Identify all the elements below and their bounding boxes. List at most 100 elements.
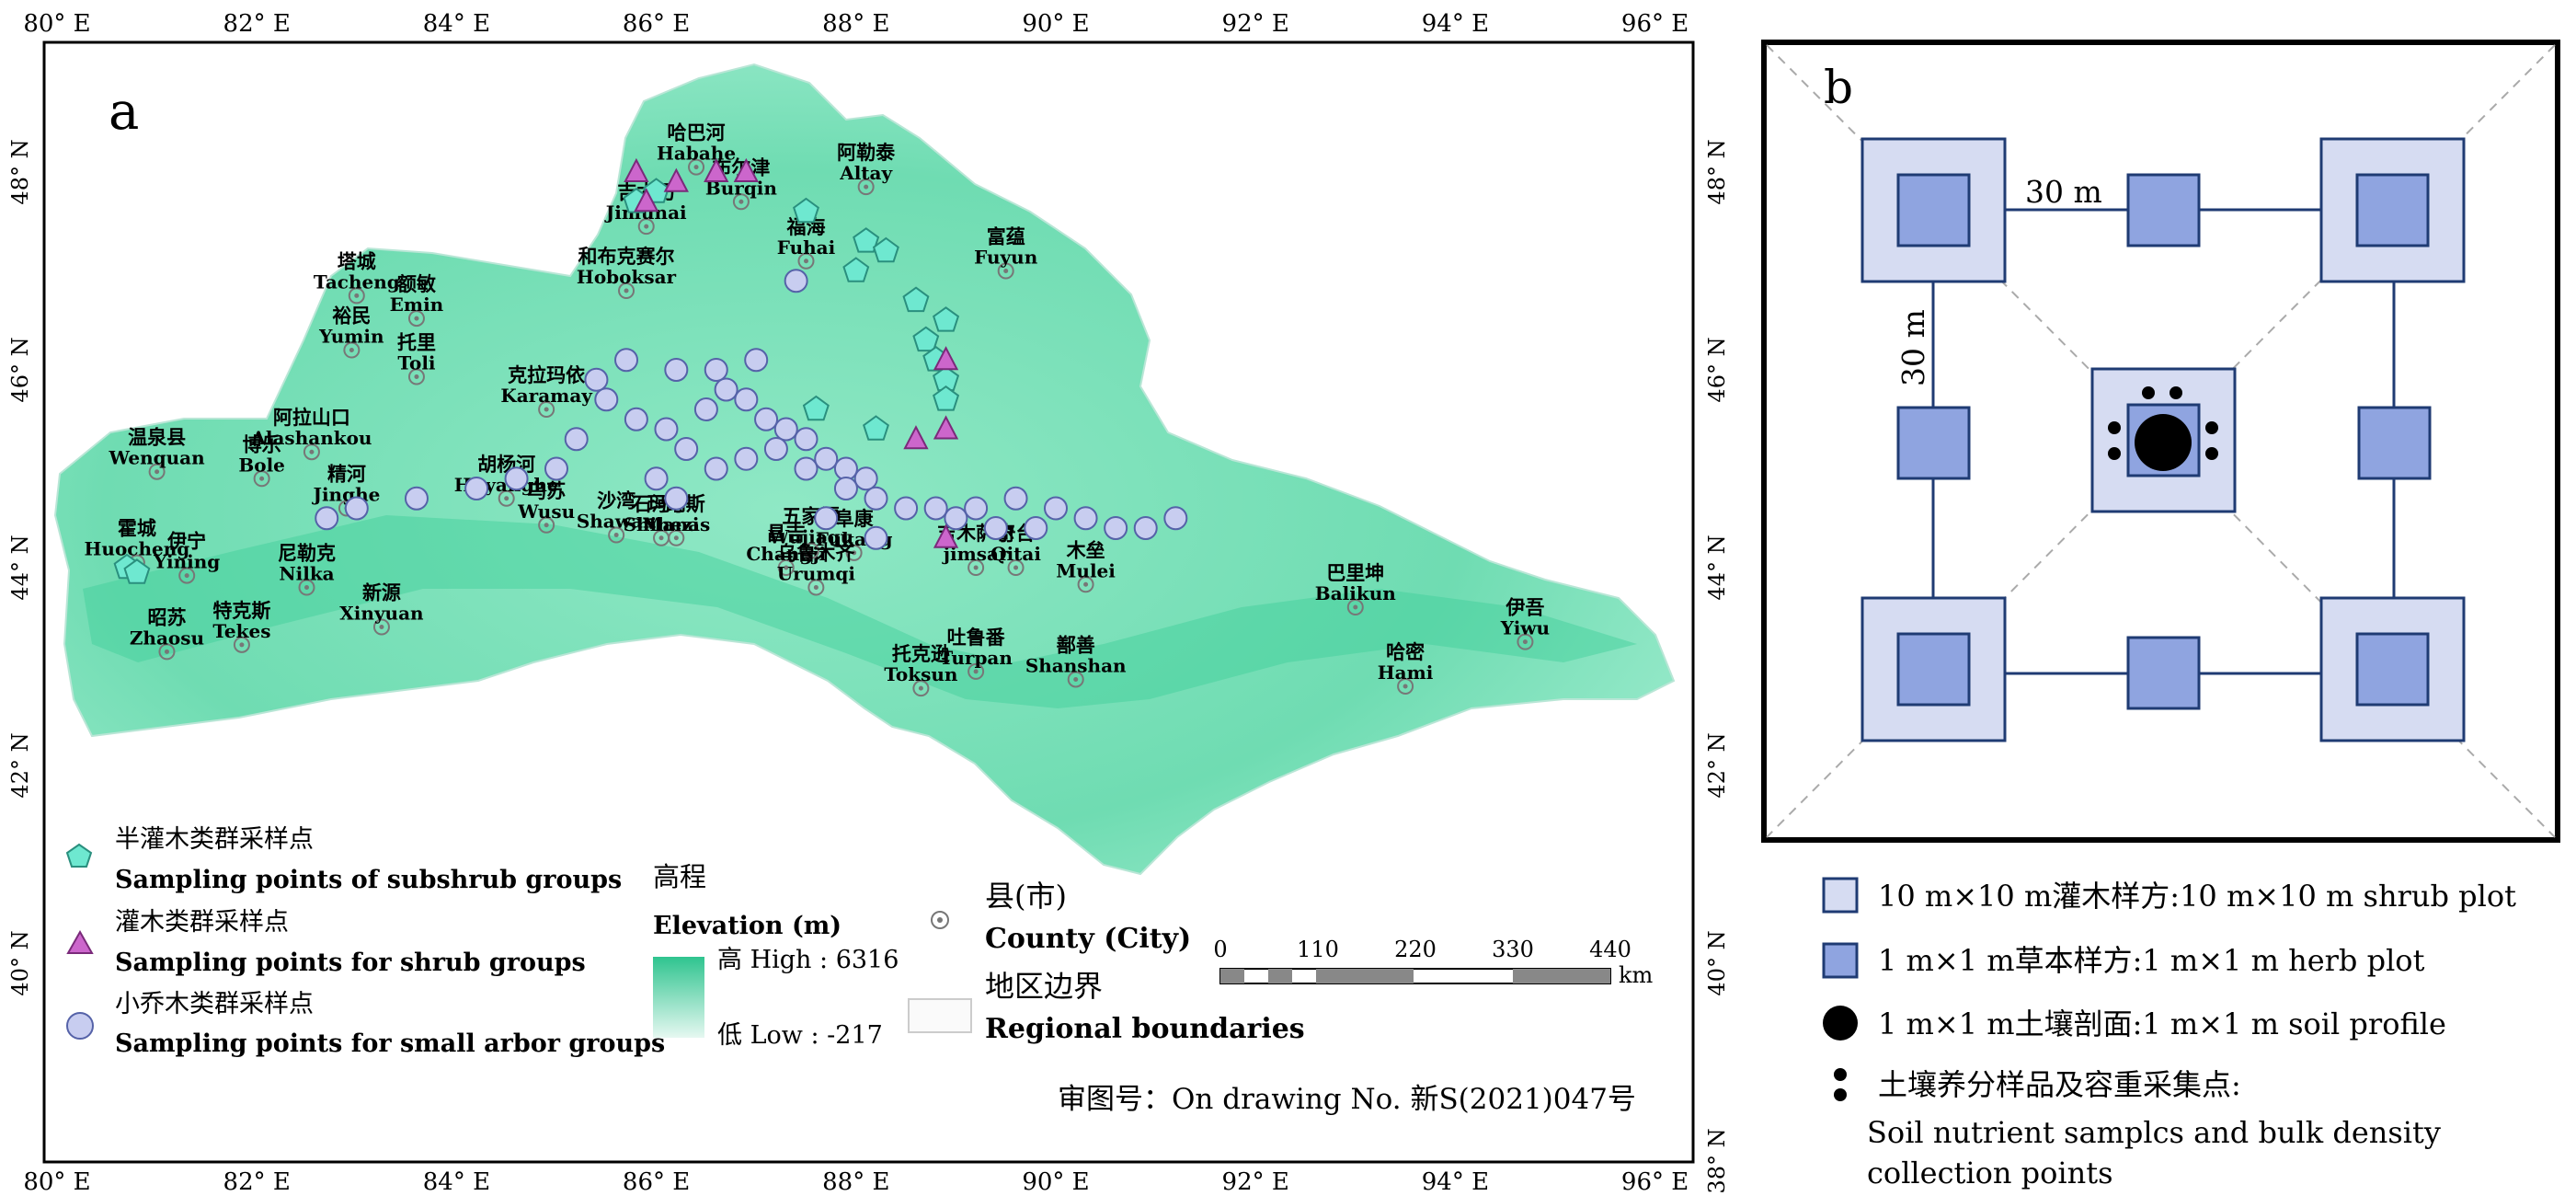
county-marker-icon bbox=[845, 544, 863, 561]
arbor-sample-point bbox=[1163, 506, 1188, 531]
legend-nutrient-dot-icon bbox=[1834, 1068, 1847, 1081]
place-label-cn: 阜康 bbox=[835, 507, 875, 530]
place-label-en: Nilka bbox=[279, 563, 334, 585]
arbor-sample-point bbox=[964, 496, 989, 521]
shrub-plot-tr bbox=[2319, 137, 2466, 283]
boundary-symbol-icon bbox=[908, 998, 972, 1033]
place-label-cn: 伊宁 bbox=[166, 530, 206, 553]
soil-profile-icon bbox=[2135, 414, 2192, 471]
arbor-sample-point bbox=[833, 477, 858, 500]
place-label-en: Wujiaqu bbox=[768, 526, 854, 548]
county-marker-dot bbox=[414, 316, 419, 321]
subshrub-sample-point bbox=[123, 558, 151, 584]
arbor-sample-point bbox=[763, 437, 788, 461]
place-label-cn: 托克逊 bbox=[892, 642, 950, 665]
lon-tick-label: 88° E bbox=[822, 1168, 889, 1196]
arbor-sample-point bbox=[614, 348, 639, 373]
county-cn: 县(市) bbox=[985, 879, 1067, 914]
panel-a: 80° E 82° E 84° E 86° E 88° E 90° E 92° E 94° E… bbox=[7, 10, 1730, 1196]
subshrub-sample-point bbox=[853, 227, 880, 253]
county-marker-dot bbox=[738, 199, 744, 204]
elevation-cn: 高程 bbox=[653, 861, 706, 892]
county-marker-icon bbox=[688, 158, 705, 176]
shrub-sample-point bbox=[933, 346, 959, 371]
county-marker-dot bbox=[852, 550, 857, 556]
arbor-sample-point bbox=[944, 506, 968, 531]
county-marker-dot bbox=[1522, 639, 1528, 645]
county-marker-icon bbox=[148, 463, 166, 480]
arbor-sample-point bbox=[853, 466, 878, 491]
legend-b-item-2: 1 m×1 m草本样方:1 m×1 m herb plot bbox=[1878, 943, 2425, 978]
lon-tick-label: 90° E bbox=[1022, 1168, 1089, 1196]
subshrub-sample-point bbox=[842, 257, 870, 282]
arbor-sample-point bbox=[584, 367, 609, 392]
arbor-sample-point bbox=[814, 506, 839, 531]
county-marker-icon bbox=[538, 516, 555, 534]
scale-tick-label: 440 bbox=[1589, 937, 1631, 962]
county-marker-dot bbox=[784, 565, 789, 570]
county-marker-icon bbox=[407, 310, 425, 328]
place-label-en: Habahe bbox=[657, 143, 736, 165]
county-marker-icon bbox=[967, 662, 985, 680]
shrub-sample-point bbox=[903, 425, 929, 450]
county-marker-dot bbox=[414, 374, 419, 380]
lon-tick-label: 94° E bbox=[1422, 10, 1489, 38]
lon-tick-label: 90° E bbox=[1022, 10, 1089, 38]
scale-unit: km bbox=[1619, 962, 1654, 988]
subshrub-sample-point bbox=[912, 326, 940, 352]
county-marker-dot bbox=[184, 573, 189, 579]
lon-tick-label: 92° E bbox=[1222, 1168, 1289, 1196]
place-labels: 哈巴河Habahe阿勒泰Altay吉木乃Jimunai布尔津Burqin福海Fu… bbox=[85, 121, 1550, 697]
county-marker-dot bbox=[164, 649, 169, 654]
herb-plot-bottom bbox=[2126, 636, 2201, 710]
place-label-cn: 博乐 bbox=[243, 432, 281, 455]
county-marker-icon bbox=[348, 287, 365, 305]
place-label-en: Yiwu bbox=[1500, 617, 1550, 639]
county-marker-dot bbox=[354, 293, 360, 298]
place-label-cn: 新源 bbox=[362, 581, 401, 604]
place-label-en: Shihezi bbox=[624, 513, 700, 535]
arbor-sample-point bbox=[404, 486, 429, 511]
county-marker-dot bbox=[304, 585, 309, 590]
county-marker-icon bbox=[178, 567, 196, 584]
place-label-en: Toksun bbox=[884, 663, 958, 685]
county-marker-icon bbox=[857, 178, 875, 196]
county-marker-dot bbox=[544, 407, 549, 412]
county-marker-dot bbox=[1083, 581, 1089, 587]
arbor-sample-point bbox=[1133, 516, 1158, 540]
place-label-en: Karamay bbox=[500, 385, 593, 407]
legend-shrub-en: Sampling points for shrub groups bbox=[115, 949, 586, 977]
place-label-cn: 吐鲁番 bbox=[947, 626, 1006, 649]
center-plot bbox=[2090, 367, 2237, 513]
place-label-cn: 沙湾 bbox=[597, 489, 635, 512]
place-label-en: Zhaosu bbox=[130, 627, 204, 649]
county-marker-dot bbox=[309, 449, 315, 454]
place-label-cn: 霍城 bbox=[118, 517, 156, 540]
county-marker-dot bbox=[673, 535, 679, 541]
place-label-cn: 乌苏 bbox=[527, 479, 566, 502]
shrub-sample-point bbox=[663, 167, 689, 192]
place-label-cn: 鄯善 bbox=[1057, 633, 1095, 656]
county-marker-dot bbox=[973, 669, 979, 674]
county-marker-icon bbox=[407, 368, 425, 385]
place-label-en: Tekes bbox=[212, 620, 270, 642]
county-marker-icon bbox=[802, 542, 819, 559]
arbor-sample-point bbox=[864, 486, 888, 511]
arbor-sample-point bbox=[814, 446, 839, 471]
place-label-cn: 胡杨河 bbox=[477, 453, 535, 476]
place-label-cn: 塔城 bbox=[338, 249, 376, 272]
county-marker-icon bbox=[608, 526, 625, 544]
place-label-en: Shawan bbox=[577, 511, 657, 533]
scale-tick-label: 110 bbox=[1297, 937, 1339, 962]
place-label-cn: 昭苏 bbox=[147, 605, 186, 628]
scale-tick-label: 0 bbox=[1213, 937, 1227, 962]
place-label-en: Changji bbox=[746, 543, 826, 565]
lat-tick-label: 44° N bbox=[7, 535, 33, 600]
lon-tick-label: 84° E bbox=[423, 1168, 490, 1196]
arbor-sample-point bbox=[564, 427, 589, 452]
place-label-en: Manas bbox=[642, 513, 710, 535]
place-label-cn: 精河 bbox=[327, 463, 366, 486]
arbor-sample-point bbox=[794, 427, 819, 452]
place-label-en: Turpan bbox=[939, 647, 1013, 669]
